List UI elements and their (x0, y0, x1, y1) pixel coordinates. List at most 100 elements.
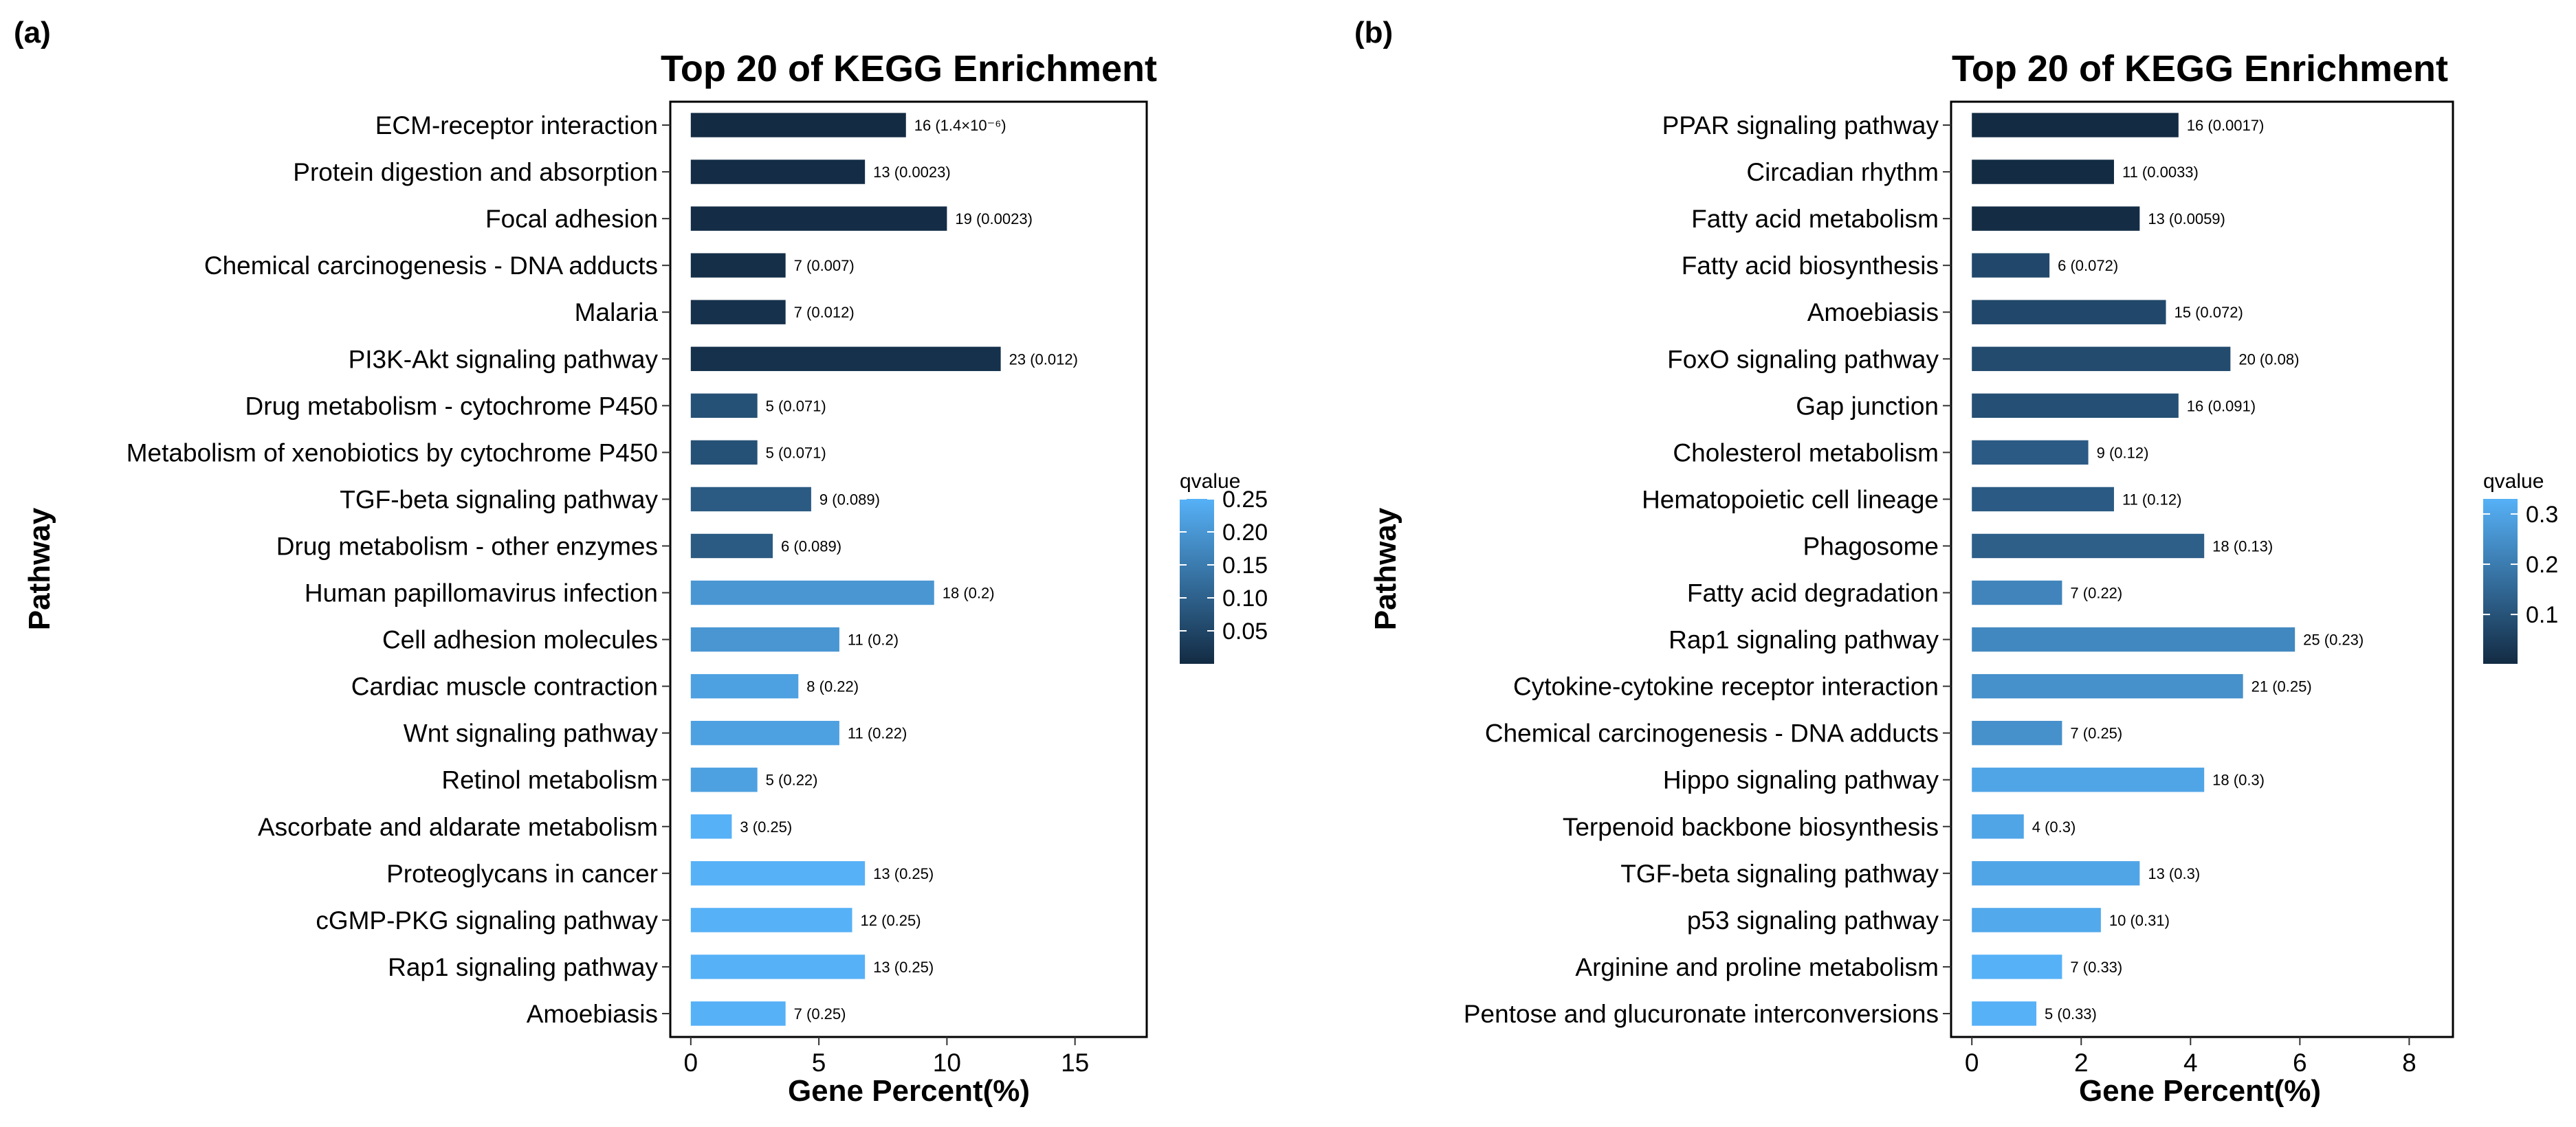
panel-b-legend-colorbar (2483, 499, 2518, 664)
category-label-a-6: PI3K-Akt signaling pathway (349, 345, 659, 373)
bar-a-3 (690, 206, 947, 231)
panel-a-label: (a) (14, 16, 51, 49)
bar-a-8 (690, 440, 758, 465)
data-label-a-18: 12 (0.25) (861, 912, 921, 929)
legend-tick-label-a-1: 0.05 (1222, 618, 1268, 645)
data-label-a-6: 23 (0.012) (1009, 350, 1078, 368)
bar-a-2 (690, 159, 866, 184)
bar-a-13 (690, 673, 799, 699)
data-label-b-9: 11 (0.12) (2122, 491, 2181, 508)
data-label-a-4: 7 (0.007) (794, 257, 855, 274)
bar-a-18 (690, 908, 852, 933)
category-label-b-18: p53 signaling pathway (1687, 906, 1939, 935)
category-label-b-10: Phagosome (1803, 532, 1939, 560)
panel-b-y-axis-title: Pathway (1369, 507, 1402, 630)
legend-tick-label-a-2: 0.10 (1222, 585, 1268, 612)
data-label-a-13: 8 (0.22) (806, 678, 859, 695)
bar-a-20 (690, 1001, 786, 1026)
data-label-a-1: 16 (1.4×10⁻⁶) (914, 117, 1006, 134)
bar-b-10 (1972, 533, 2205, 559)
bar-a-9 (690, 487, 811, 512)
x-tick-label-b-5: 8 (2402, 1049, 2417, 1077)
panel-a-x-axis-title: Gene Percent(%) (788, 1074, 1030, 1108)
bar-b-9 (1972, 487, 2114, 512)
bar-b-11 (1972, 580, 2062, 605)
panel-a-category-labels: ECM-receptor interaction Protein digestio… (126, 111, 670, 1028)
bar-b-18 (1972, 908, 2101, 933)
bar-b-17 (1972, 861, 2140, 886)
category-label-a-8: Metabolism of xenobiotics by cytochrome … (126, 438, 658, 467)
data-label-a-9: 9 (0.089) (819, 491, 880, 508)
panel-b-chart: (b) Top 20 of KEGG Enrichment 16 (0.0017… (1354, 16, 2558, 1108)
data-label-b-18: 10 (0.31) (2109, 912, 2170, 929)
bar-a-7 (690, 393, 758, 419)
category-label-a-20: Amoebiasis (527, 1000, 658, 1028)
legend-tick-label-a-5: 0.25 (1222, 487, 1268, 513)
panel-b-legend-title: qvalue (2483, 470, 2544, 493)
data-label-a-3: 19 (0.0023) (955, 210, 1033, 227)
bar-b-16 (1972, 814, 2024, 839)
x-tick-label-b-3: 4 (2183, 1049, 2198, 1077)
panel-b-legend-ticks: 0.1 0.2 0.3 (2483, 502, 2558, 628)
panel-b-bars: 16 (0.0017) 11 (0.0033) 13 (0.0059) 6 (0.07… (1972, 113, 2364, 1026)
category-label-a-18: cGMP-PKG signaling pathway (316, 906, 658, 935)
category-label-b-13: Cytokine-cytokine receptor interaction (1513, 673, 1939, 701)
data-label-b-15: 18 (0.3) (2212, 772, 2265, 789)
panel-a-title: Top 20 of KEGG Enrichment (661, 48, 1157, 89)
x-tick-label-a-2: 5 (812, 1049, 826, 1077)
category-label-a-19: Rap1 signaling pathway (388, 953, 658, 981)
category-label-b-4: Fatty acid biosynthesis (1682, 252, 1939, 280)
bar-a-1 (690, 113, 906, 137)
data-label-b-17: 13 (0.3) (2148, 865, 2200, 882)
category-label-a-1: ECM-receptor interaction (375, 111, 658, 140)
data-label-a-10: 6 (0.089) (781, 537, 841, 555)
bar-b-6 (1972, 346, 2231, 371)
category-label-b-1: PPAR signaling pathway (1662, 111, 1939, 140)
bar-b-8 (1972, 440, 2089, 465)
category-label-b-16: Terpenoid backbone biosynthesis (1563, 813, 1939, 841)
data-label-a-7: 5 (0.071) (766, 397, 826, 414)
category-label-a-15: Retinol metabolism (441, 766, 658, 794)
category-label-b-20: Pentose and glucuronate interconversions (1464, 1000, 1939, 1028)
panel-a-color-legend: qvalue 0.05 0.10 0.15 0.20 0.25 (1180, 470, 1268, 664)
category-label-a-13: Cardiac muscle contraction (351, 673, 658, 701)
panel-a-bars: 16 (1.4×10⁻⁶) 13 (0.0023) 19 (0.0023) 7 (0.… (690, 113, 1078, 1026)
panel-a-plot-frame (669, 100, 1148, 1038)
category-label-a-17: Proteoglycans in cancer (386, 860, 658, 888)
bar-a-16 (690, 814, 732, 839)
panel-a-y-axis-title: Pathway (23, 507, 56, 630)
bar-a-10 (690, 533, 773, 559)
category-label-b-9: Hematopoietic cell lineage (1642, 485, 1939, 513)
category-label-a-14: Wnt signaling pathway (404, 719, 659, 748)
data-label-b-6: 20 (0.08) (2238, 350, 2299, 368)
category-label-b-5: Amoebiasis (1807, 298, 1939, 326)
bar-a-4 (690, 253, 786, 278)
data-label-a-17: 13 (0.25) (873, 865, 934, 882)
category-label-b-8: Cholesterol metabolism (1673, 438, 1939, 467)
data-label-b-20: 5 (0.33) (2045, 1005, 2097, 1023)
category-label-b-7: Gap junction (1796, 392, 1939, 420)
category-label-b-11: Fatty acid degradation (1687, 579, 1939, 607)
bar-a-15 (690, 768, 758, 792)
category-label-a-7: Drug metabolism - cytochrome P450 (245, 392, 658, 420)
data-label-a-16: 3 (0.25) (740, 818, 792, 836)
category-label-a-16: Ascorbate and aldarate metabolism (258, 813, 658, 841)
data-label-a-12: 11 (0.2) (848, 632, 899, 649)
data-label-b-19: 7 (0.33) (2070, 959, 2122, 976)
legend-tick-label-b-2: 0.2 (2526, 552, 2558, 578)
category-label-a-5: Malaria (575, 298, 659, 326)
x-tick-label-a-3: 10 (933, 1049, 961, 1077)
bar-a-11 (690, 580, 934, 605)
bar-b-7 (1972, 393, 2179, 419)
bar-a-17 (690, 861, 866, 886)
category-label-a-3: Focal adhesion (485, 205, 658, 233)
bar-a-14 (690, 720, 839, 746)
legend-tick-label-b-1: 0.1 (2526, 602, 2558, 628)
category-label-b-2: Circadian rhythm (1746, 158, 1939, 186)
bar-a-19 (690, 955, 866, 979)
panel-a-legend-title: qvalue (1180, 470, 1240, 493)
category-label-a-4: Chemical carcinogenesis - DNA adducts (204, 252, 658, 280)
bar-b-1 (1972, 113, 2179, 137)
data-label-a-19: 13 (0.25) (873, 959, 934, 976)
